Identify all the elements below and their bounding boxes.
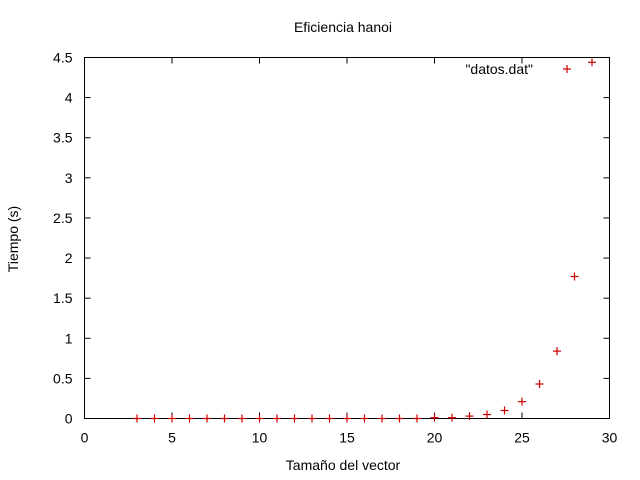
x-tick-label: 30 <box>602 430 618 446</box>
data-point <box>325 414 334 423</box>
data-point <box>570 272 579 281</box>
data-point <box>395 414 404 423</box>
x-tick-label: 25 <box>514 430 530 446</box>
data-point <box>343 414 351 423</box>
legend: "datos.dat" <box>465 61 571 77</box>
data-point <box>518 397 526 406</box>
y-tick-label: 2 <box>65 250 73 266</box>
data-point <box>413 414 421 423</box>
data-point <box>220 414 229 423</box>
plot-frame <box>84 57 610 419</box>
x-axis-label: Tamaño del vector <box>286 457 401 473</box>
data-point <box>168 414 176 423</box>
y-tick-label: 4.5 <box>53 50 73 66</box>
data-point <box>553 347 561 356</box>
data-point <box>588 58 596 67</box>
data-point <box>448 413 456 422</box>
data-point <box>290 414 299 423</box>
y-tick-label: 1 <box>65 330 73 346</box>
x-axis: 0 5 10 15 20 25 30 <box>81 57 618 446</box>
data-point <box>185 414 194 423</box>
data-point <box>273 414 281 423</box>
y-tick-label: 0.5 <box>53 370 73 386</box>
y-tick-label: 3 <box>65 170 73 186</box>
x-tick-label: 15 <box>339 430 355 446</box>
plot-area <box>84 57 610 419</box>
y-axis: 0 0.5 1 1.5 2 2.5 3 3.5 4 4.5 <box>53 50 610 427</box>
data-point <box>535 380 544 389</box>
y-tick-label: 4 <box>65 90 73 106</box>
y-tick-label: 1.5 <box>53 290 73 306</box>
x-tick-label: 0 <box>81 430 89 446</box>
data-points <box>133 58 596 423</box>
data-point <box>430 413 439 422</box>
data-point <box>308 414 316 423</box>
data-point <box>465 412 474 421</box>
x-tick-label: 5 <box>168 430 176 446</box>
y-axis-label: Tiempo (s) <box>5 206 21 272</box>
data-point <box>500 406 509 415</box>
y-tick-label: 2.5 <box>53 210 73 226</box>
data-point <box>150 414 159 423</box>
data-point <box>360 414 369 423</box>
data-point <box>483 410 491 419</box>
data-point <box>378 414 386 423</box>
y-tick-label: 0 <box>65 411 73 427</box>
y-tick-label: 3.5 <box>53 130 73 146</box>
x-tick-label: 20 <box>427 430 443 446</box>
legend-label: "datos.dat" <box>465 61 533 77</box>
chart-title: Eficiencia hanoi <box>294 19 392 35</box>
data-point <box>133 414 141 423</box>
data-point <box>238 414 246 423</box>
x-tick-label: 10 <box>252 430 268 446</box>
data-point <box>255 414 264 423</box>
data-point <box>203 414 211 423</box>
